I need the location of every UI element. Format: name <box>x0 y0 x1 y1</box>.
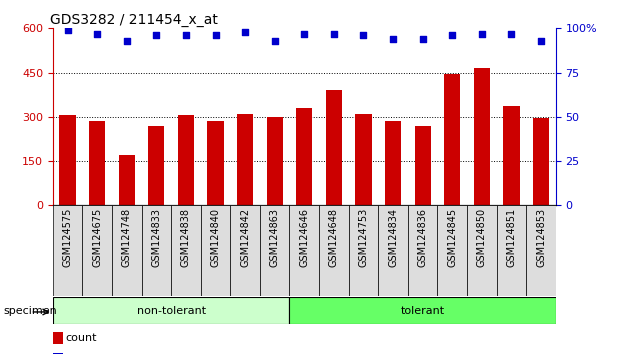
Bar <box>171 205 201 296</box>
Bar <box>408 205 437 296</box>
Bar <box>348 205 378 296</box>
Text: GSM124833: GSM124833 <box>152 208 161 267</box>
Bar <box>53 205 83 296</box>
Text: GSM124648: GSM124648 <box>329 208 339 267</box>
Bar <box>437 205 467 296</box>
Bar <box>497 205 526 296</box>
Point <box>211 33 220 38</box>
Text: GSM124863: GSM124863 <box>270 208 279 267</box>
Bar <box>89 121 106 205</box>
Point <box>329 31 339 36</box>
Point <box>299 31 309 36</box>
Point <box>122 38 132 44</box>
Text: GSM124845: GSM124845 <box>447 208 457 267</box>
Text: specimen: specimen <box>3 306 57 316</box>
Text: GSM124834: GSM124834 <box>388 208 398 267</box>
Point <box>536 38 546 44</box>
Point <box>63 27 73 33</box>
Text: GSM124851: GSM124851 <box>506 208 517 267</box>
Bar <box>503 107 520 205</box>
Bar <box>207 121 224 205</box>
Point <box>447 33 457 38</box>
Point <box>92 31 102 36</box>
Text: count: count <box>65 333 97 343</box>
Bar <box>83 205 112 296</box>
Text: GSM124575: GSM124575 <box>63 208 73 267</box>
Point <box>507 31 517 36</box>
Bar <box>266 118 283 205</box>
Bar <box>148 126 165 205</box>
Bar <box>526 205 556 296</box>
Point <box>388 36 398 42</box>
Text: GSM124850: GSM124850 <box>477 208 487 267</box>
Point <box>152 33 161 38</box>
Bar <box>533 118 549 205</box>
Text: tolerant: tolerant <box>401 306 445 316</box>
Point <box>240 29 250 35</box>
Bar <box>319 205 348 296</box>
Bar <box>237 114 253 205</box>
Text: GSM124838: GSM124838 <box>181 208 191 267</box>
Point <box>418 36 428 42</box>
Bar <box>355 114 371 205</box>
Bar <box>112 205 142 296</box>
Text: GSM124646: GSM124646 <box>299 208 309 267</box>
Text: GSM124675: GSM124675 <box>92 208 102 267</box>
Bar <box>201 205 230 296</box>
Text: GSM124840: GSM124840 <box>211 208 220 267</box>
Point <box>270 38 279 44</box>
Bar <box>289 297 556 324</box>
Text: GSM124836: GSM124836 <box>418 208 428 267</box>
Text: GSM124753: GSM124753 <box>358 208 368 267</box>
Text: GSM124748: GSM124748 <box>122 208 132 267</box>
Point <box>477 31 487 36</box>
Bar <box>444 74 460 205</box>
Point <box>181 33 191 38</box>
Point <box>358 33 368 38</box>
Text: GDS3282 / 211454_x_at: GDS3282 / 211454_x_at <box>50 13 218 27</box>
Bar <box>385 121 401 205</box>
Bar <box>467 205 497 296</box>
Bar <box>326 90 342 205</box>
Bar <box>178 115 194 205</box>
Bar <box>142 205 171 296</box>
Text: GSM124842: GSM124842 <box>240 208 250 267</box>
Bar <box>296 108 312 205</box>
Bar <box>260 205 289 296</box>
Bar <box>53 332 63 344</box>
Bar <box>474 68 490 205</box>
Bar <box>53 353 63 354</box>
Bar <box>414 126 431 205</box>
Bar <box>289 205 319 296</box>
Text: non-tolerant: non-tolerant <box>137 306 206 316</box>
Bar <box>378 205 408 296</box>
Bar <box>119 155 135 205</box>
Bar <box>53 297 289 324</box>
Text: GSM124853: GSM124853 <box>536 208 546 267</box>
Bar <box>230 205 260 296</box>
Bar <box>60 115 76 205</box>
